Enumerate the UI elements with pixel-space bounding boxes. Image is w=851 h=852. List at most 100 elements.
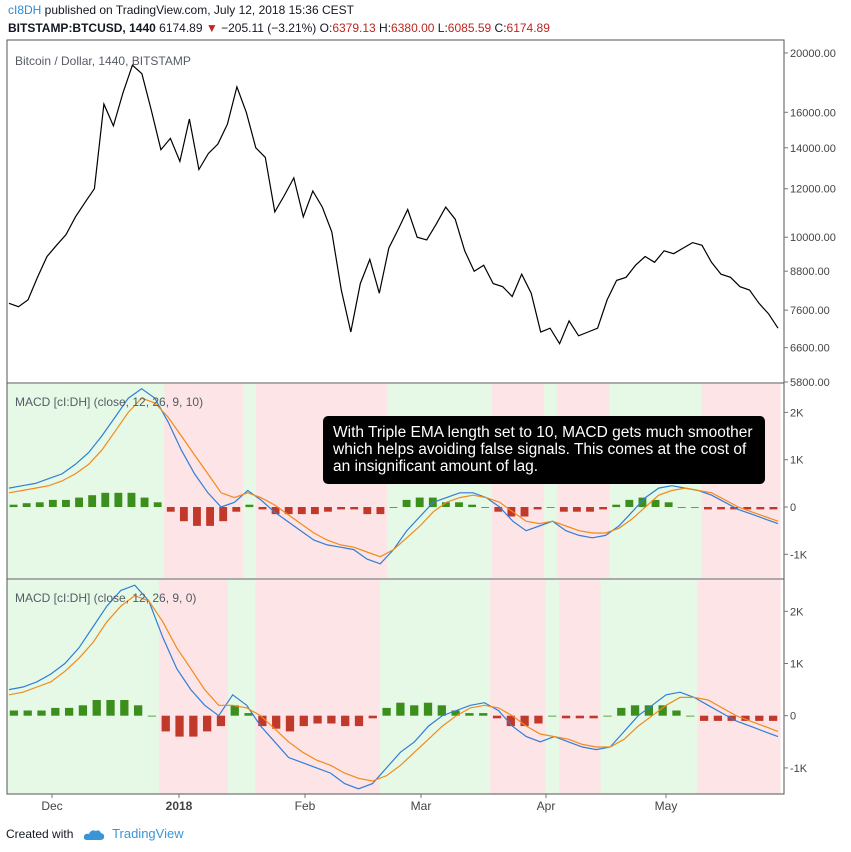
histogram-bar bbox=[127, 492, 136, 507]
histogram-bar bbox=[586, 507, 594, 512]
regime-band bbox=[229, 384, 244, 578]
regime-band bbox=[151, 384, 165, 578]
regime-band bbox=[308, 384, 323, 578]
histogram-bar bbox=[756, 507, 765, 510]
histogram-bar bbox=[507, 507, 516, 517]
regime-band bbox=[531, 580, 546, 794]
macd-pane-1-title: MACD [cI:DH] (close, 12, 26, 9, 10) bbox=[15, 395, 203, 409]
regime-band bbox=[407, 580, 422, 794]
x-tick-label: Apr bbox=[537, 799, 556, 813]
histogram-bar bbox=[677, 507, 686, 508]
author-link[interactable]: cI8DH bbox=[8, 3, 42, 17]
regime-band bbox=[62, 580, 77, 794]
close-label: C: bbox=[494, 21, 507, 35]
regime-band bbox=[216, 384, 231, 578]
histogram-bar bbox=[396, 702, 405, 716]
histogram-bar bbox=[664, 502, 673, 507]
price-change: −205.11 (−3.21%) bbox=[221, 21, 317, 35]
histogram-bar bbox=[451, 710, 460, 716]
publish-info: cI8DH published on TradingView.com, July… bbox=[8, 3, 354, 17]
histogram-bar bbox=[741, 715, 750, 721]
histogram-bar bbox=[506, 715, 515, 727]
regime-band bbox=[269, 580, 284, 794]
histogram-bar bbox=[350, 507, 359, 510]
histogram-bar bbox=[179, 507, 188, 522]
regime-band bbox=[89, 580, 105, 794]
histogram-bar bbox=[133, 705, 143, 716]
histogram-bar bbox=[717, 507, 725, 510]
histogram-bar bbox=[310, 507, 319, 515]
regime-band bbox=[393, 580, 408, 794]
histogram-bar bbox=[219, 507, 228, 522]
created-with-label: Created with bbox=[6, 827, 74, 841]
regime-band bbox=[421, 580, 436, 794]
histogram-bar bbox=[23, 710, 32, 716]
histogram-bar bbox=[147, 715, 157, 717]
histogram-bar bbox=[644, 705, 654, 716]
regime-band bbox=[145, 580, 160, 794]
cloud-icon bbox=[83, 830, 104, 840]
histogram-bar bbox=[481, 507, 490, 508]
regime-band bbox=[710, 580, 726, 794]
histogram-bar bbox=[106, 700, 115, 716]
macd-y-tick-label: 0 bbox=[790, 502, 796, 514]
histogram-bar bbox=[175, 715, 184, 737]
regime-band bbox=[655, 580, 671, 794]
regime-band bbox=[138, 384, 152, 578]
regime-band bbox=[738, 580, 753, 794]
histogram-bar bbox=[575, 715, 584, 719]
regime-band bbox=[641, 580, 657, 794]
histogram-bar bbox=[492, 715, 502, 719]
histogram-bar bbox=[297, 507, 306, 515]
regime-band bbox=[98, 384, 113, 578]
histogram-bar bbox=[704, 507, 712, 510]
regime-band bbox=[124, 384, 139, 578]
histogram-bar bbox=[603, 715, 612, 717]
histogram-bar bbox=[638, 497, 647, 508]
histogram-bar bbox=[382, 707, 391, 716]
regime-band bbox=[683, 580, 698, 794]
regime-band bbox=[379, 580, 395, 794]
histogram-bar bbox=[699, 715, 709, 721]
histogram-bar bbox=[114, 492, 123, 507]
histogram-bar bbox=[92, 700, 101, 716]
histogram-bar bbox=[51, 707, 60, 716]
regime-band bbox=[269, 384, 283, 578]
regime-band bbox=[572, 580, 588, 794]
regime-band bbox=[310, 580, 326, 794]
down-arrow-icon: ▼ bbox=[205, 21, 218, 35]
tradingview-brand-link[interactable]: TradingView bbox=[112, 826, 184, 841]
regime-band bbox=[20, 580, 36, 794]
regime-band bbox=[476, 580, 491, 794]
histogram-bar bbox=[441, 502, 450, 507]
x-tick-label: Dec bbox=[41, 799, 62, 813]
histogram-bar bbox=[561, 715, 571, 719]
x-tick-label: May bbox=[655, 799, 678, 813]
histogram-bar bbox=[363, 507, 372, 515]
histogram-bar bbox=[546, 507, 555, 508]
histogram-bar bbox=[572, 507, 581, 512]
regime-band bbox=[7, 384, 21, 578]
histogram-bar bbox=[153, 502, 162, 507]
histogram-bar bbox=[140, 497, 149, 508]
histogram-bar bbox=[423, 702, 433, 716]
regime-band bbox=[503, 580, 519, 794]
histogram-bar bbox=[354, 715, 364, 727]
macd-y-tick-label: 0 bbox=[790, 711, 796, 723]
regime-band bbox=[338, 580, 353, 794]
histogram-bar bbox=[35, 502, 44, 507]
regime-band bbox=[186, 580, 201, 794]
histogram-bar bbox=[755, 715, 764, 721]
regime-band bbox=[214, 580, 229, 794]
regime-band bbox=[46, 384, 61, 578]
high-label: H: bbox=[379, 21, 392, 35]
regime-band bbox=[724, 580, 740, 794]
last-price: 6174.89 bbox=[159, 21, 203, 35]
histogram-bar bbox=[9, 710, 19, 716]
regime-band bbox=[242, 384, 257, 578]
open-value: 6379.13 bbox=[332, 21, 376, 35]
regime-band bbox=[103, 580, 119, 794]
regime-band bbox=[545, 580, 560, 794]
histogram-bar bbox=[376, 507, 385, 515]
